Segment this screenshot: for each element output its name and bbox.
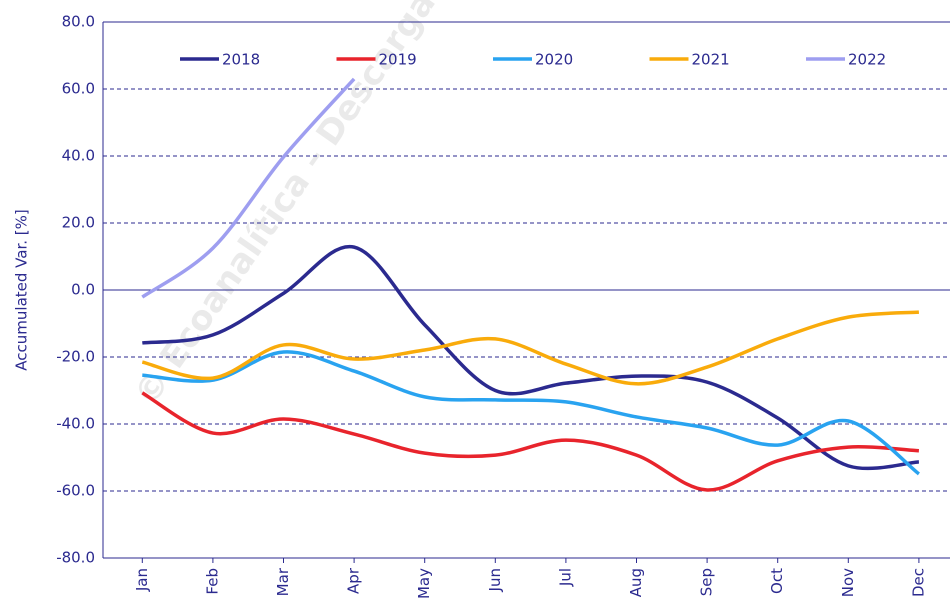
- x-tick-label: Aug: [627, 568, 645, 597]
- series-line: [141, 391, 919, 492]
- y-tick-label: -60.0: [56, 482, 95, 500]
- y-axis-label: Accumulated Var. [%]: [13, 209, 31, 370]
- x-tick-label: Feb: [203, 568, 221, 595]
- legend-label: 2021: [692, 51, 730, 69]
- series-line: [142, 350, 920, 476]
- y-tick-label: 20.0: [62, 214, 95, 232]
- legend-label: 2018: [222, 51, 260, 69]
- x-tick-label: Dec: [909, 568, 927, 597]
- x-tick-label: Jan: [133, 568, 151, 592]
- series-line: [142, 244, 920, 471]
- y-tick-label: -20.0: [56, 348, 95, 366]
- x-tick-label: Mar: [274, 567, 292, 596]
- x-tick-label: Jul: [556, 568, 574, 587]
- x-tick-label: Apr: [345, 567, 363, 594]
- x-tick-label: Jun: [486, 568, 504, 592]
- series-line: [141, 310, 920, 386]
- x-tick-label: Oct: [768, 568, 786, 594]
- x-tick-label: May: [415, 568, 433, 599]
- x-tick-label: Sep: [698, 568, 716, 596]
- x-tick-label: Nov: [839, 568, 857, 597]
- series-line: [141, 77, 356, 299]
- y-tick-label: -40.0: [56, 415, 95, 433]
- y-tick-label: 0.0: [71, 281, 95, 299]
- y-tick-label: -80.0: [56, 549, 95, 567]
- legend-label: 2022: [848, 51, 886, 69]
- legend-label: 2019: [379, 51, 417, 69]
- y-tick-label: 40.0: [62, 147, 95, 165]
- y-tick-label: 80.0: [62, 13, 95, 31]
- y-tick-label: 60.0: [62, 80, 95, 98]
- legend-label: 2020: [535, 51, 573, 69]
